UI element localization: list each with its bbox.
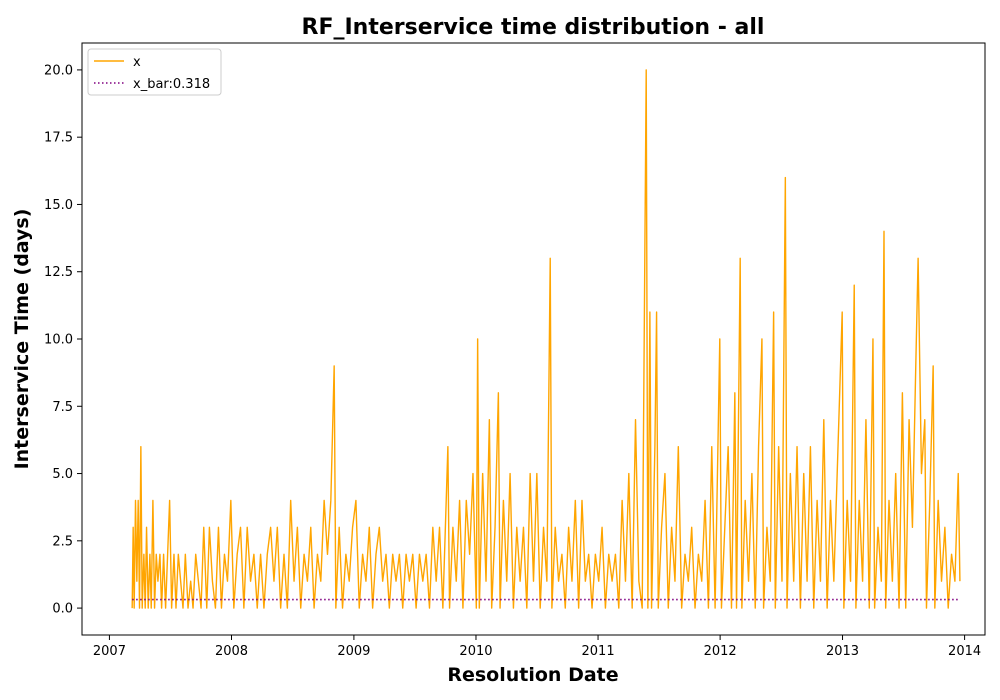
plot-area: 2007 2008 2009 2010 2011 2012 2013 2014 0.0 2.5 5… [44,42,986,659]
legend-label-x: x [133,55,141,70]
legend: x x_bar:0.318 [87,48,222,96]
x-tick-label: 2010 [459,644,492,659]
series-line-x [131,69,961,609]
y-tick-label: 7.5 [52,400,73,415]
y-tick-label: 20.0 [44,63,73,78]
y-tick-label: 17.5 [44,131,73,146]
chart-title: RF_Interservice time distribution - all [302,15,765,40]
y-axis-label: Interservice Time (days) [11,209,33,470]
series-layer [131,69,961,609]
y-tick-label: 5.0 [52,467,73,482]
x-tick-label: 2008 [215,644,248,659]
x-tick-label: 2013 [826,644,859,659]
x-axis-label: Resolution Date [447,664,618,686]
y-tick-label: 12.5 [44,265,73,280]
y-tick-label: 10.0 [44,333,73,348]
x-tick-label: 2007 [93,644,126,659]
x-axis-ticks: 2007 2008 2009 2010 2011 2012 2013 2014 [93,635,981,659]
legend-label-x-bar: x_bar:0.318 [133,77,210,92]
y-axis-ticks: 0.0 2.5 5.0 7.5 10.0 12.5 15.0 17.5 20.0 [44,63,82,617]
x-tick-label: 2012 [704,644,737,659]
y-tick-label: 0.0 [52,602,73,617]
x-tick-label: 2009 [337,644,370,659]
x-tick-label: 2011 [582,644,615,659]
y-tick-label: 15.0 [44,198,73,213]
x-tick-label: 2014 [948,644,981,659]
y-tick-label: 2.5 [52,534,73,549]
